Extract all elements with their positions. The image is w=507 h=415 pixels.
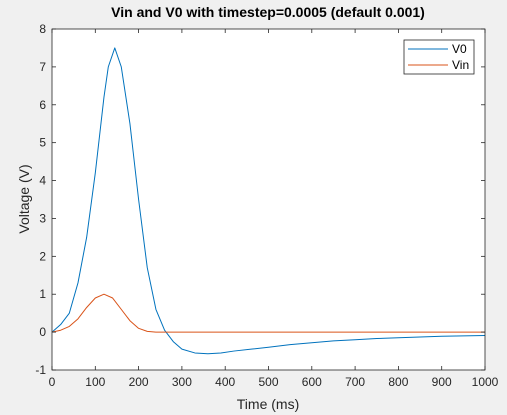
x-tick-label: 900 (432, 375, 452, 389)
x-tick-label: 400 (215, 375, 235, 389)
x-tick-label: 300 (172, 375, 192, 389)
series-layer (51, 47, 486, 355)
y-tick-label: 1 (39, 287, 46, 301)
x-tick-label: 0 (49, 375, 56, 389)
y-tick-label: -1 (35, 363, 46, 377)
legend-vin-label: Vin (452, 58, 469, 72)
x-tick-label: 100 (85, 375, 105, 389)
y-tick-label: 3 (39, 211, 46, 225)
x-tick-label: 600 (302, 375, 322, 389)
chart-title: Vin and V0 with timestep=0.0005 (default… (111, 4, 425, 20)
y-tick-label: 5 (39, 136, 46, 150)
axes-layer: 0 100 200 300 400 500 600 700 800 900 1000-1012345… (35, 22, 498, 389)
y-tick-label: 6 (39, 98, 46, 112)
legend-v0-label: V0 (452, 42, 467, 56)
x-tick-label: 1000 (472, 375, 499, 389)
y-tick-label: 7 (39, 60, 46, 74)
series-line-vin (51, 293, 485, 333)
x-axis-label: Time (ms) (237, 396, 299, 412)
x-tick-label: 500 (258, 375, 278, 389)
x-tick-label: 800 (388, 375, 408, 389)
legend-box (403, 39, 475, 75)
legend[interactable]: V0 Vin (403, 39, 475, 75)
y-axis-label: Voltage (V) (16, 164, 32, 233)
y-tick-label: 0 (39, 325, 46, 339)
y-tick-label: 8 (39, 22, 46, 36)
plot-area (52, 29, 485, 370)
x-tick-label: 200 (129, 375, 149, 389)
y-tick-label: 2 (39, 249, 46, 263)
series-line-v0 (51, 47, 486, 355)
y-tick-label: 4 (39, 174, 46, 188)
x-tick-label: 700 (345, 375, 365, 389)
